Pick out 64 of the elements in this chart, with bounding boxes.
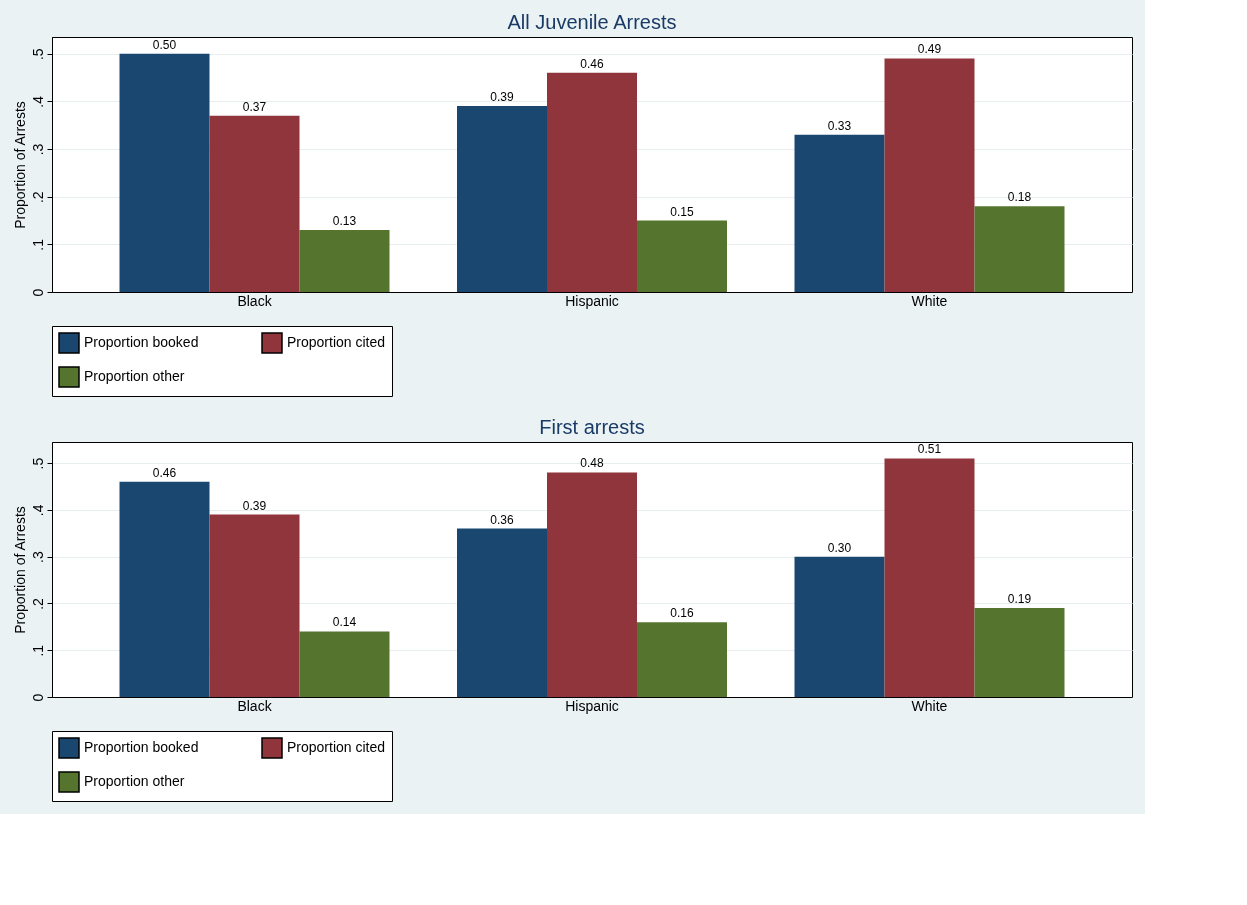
y-tick-label: .5 xyxy=(29,48,46,61)
data-label: 0.13 xyxy=(332,214,357,229)
bar xyxy=(299,230,390,292)
x-tick-label: Black xyxy=(237,697,273,714)
y-tick-label: .1 xyxy=(29,644,46,657)
y-tick-label: .4 xyxy=(29,504,46,517)
x-tick-label: Hispanic xyxy=(565,697,619,714)
data-label: 0.16 xyxy=(670,606,694,621)
data-label: 0.50 xyxy=(152,37,177,52)
y-tick-label: .2 xyxy=(29,191,46,204)
data-label: 0.37 xyxy=(242,99,267,114)
data-label: 0.46 xyxy=(580,56,604,71)
data-label: 0.30 xyxy=(827,540,852,555)
bar xyxy=(637,622,727,697)
x-tick-label: White xyxy=(911,292,948,309)
bar xyxy=(547,472,637,697)
y-tick-label: .2 xyxy=(29,597,46,610)
chart-title: First arrests xyxy=(539,416,645,438)
data-label: 0.48 xyxy=(580,456,604,471)
bar xyxy=(209,115,300,292)
y-tick-label: .3 xyxy=(29,143,46,156)
data-label: 0.18 xyxy=(1007,190,1032,205)
data-label: 0.46 xyxy=(152,465,177,480)
y-tick-label: 0 xyxy=(29,693,46,702)
bar xyxy=(119,53,210,292)
data-label: 0.19 xyxy=(1007,592,1032,607)
legend-label: Proportion other xyxy=(84,773,185,789)
chart-title: All Juvenile Arrests xyxy=(507,11,677,33)
bar xyxy=(119,481,210,697)
bar xyxy=(209,514,300,697)
bar xyxy=(794,556,885,697)
legend-label: Proportion other xyxy=(84,368,185,384)
legend-label: Proportion booked xyxy=(84,739,199,755)
bar xyxy=(974,206,1065,292)
x-tick-label: Black xyxy=(237,292,273,309)
legend-label: Proportion cited xyxy=(287,739,386,755)
y-tick-label: .3 xyxy=(29,551,46,563)
bar xyxy=(637,220,727,292)
bar xyxy=(299,631,390,697)
x-tick-label: White xyxy=(911,697,948,714)
y-tick-label: .1 xyxy=(29,238,46,251)
y-tick-label: 0 xyxy=(29,288,46,297)
bar xyxy=(547,72,637,292)
data-label: 0.33 xyxy=(827,118,852,133)
bar xyxy=(884,58,975,292)
data-label: 0.36 xyxy=(490,512,514,527)
bar xyxy=(457,106,547,292)
data-label: 0.39 xyxy=(242,498,267,513)
x-tick-label: Hispanic xyxy=(565,292,619,309)
data-label: 0.39 xyxy=(490,90,514,105)
bar xyxy=(884,458,975,697)
data-label: 0.14 xyxy=(332,615,357,630)
y-tick-label: .4 xyxy=(29,95,46,108)
bar xyxy=(974,608,1065,697)
y-tick-label: .5 xyxy=(29,457,46,470)
legend-label: Proportion cited xyxy=(287,334,386,350)
legend-label: Proportion booked xyxy=(84,334,199,350)
y-axis-title: Proportion of Arrests xyxy=(11,506,28,634)
data-label: 0.49 xyxy=(917,42,942,57)
bar xyxy=(794,134,885,292)
data-label: 0.51 xyxy=(917,442,942,457)
bar xyxy=(457,528,547,697)
y-axis-title: Proportion of Arrests xyxy=(11,101,28,229)
data-label: 0.15 xyxy=(670,204,694,219)
